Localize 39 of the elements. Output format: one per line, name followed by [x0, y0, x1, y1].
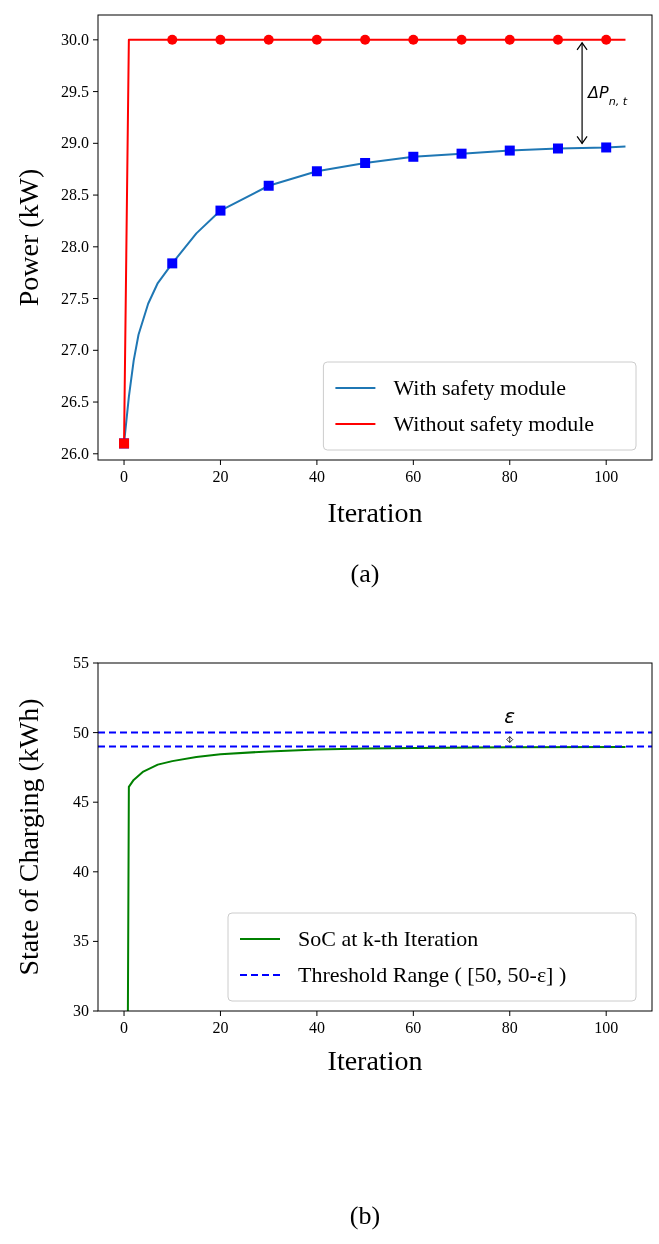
y-tick-label: 28.0	[61, 237, 89, 255]
annotation: ΔP$_{n, t}$	[586, 82, 628, 108]
x-tick-label: 40	[308, 468, 325, 485]
legend-label: SoC at k-th Iteration	[298, 926, 479, 951]
x-tick-label: 100	[594, 468, 619, 485]
x-tick-label: 60	[405, 468, 422, 485]
y-tick-label: 30.0	[61, 30, 89, 48]
x-axis-title: Iteration	[327, 497, 423, 528]
y-tick-label: 26.5	[61, 393, 89, 411]
y-tick-label: 30	[73, 1002, 89, 1019]
y-tick-label: 55	[73, 654, 89, 671]
x-axis-title: Iteration	[327, 1045, 423, 1076]
y-tick-label: 27.5	[61, 289, 89, 307]
y-tick-label: 45	[73, 793, 89, 811]
y-tick-label: 27.0	[61, 341, 89, 359]
y-tick-label: 28.5	[61, 186, 89, 204]
legend-label: With safety module	[393, 375, 567, 400]
x-tick-label: 100	[594, 1019, 619, 1036]
annotation: ε	[504, 703, 516, 728]
legend-label: Threshold Range ( [50, 50-ε] )	[298, 962, 567, 987]
y-tick-label: 40	[73, 862, 89, 880]
x-tick-label: 20	[212, 468, 229, 485]
y-tick-label: 50	[73, 723, 89, 741]
text: (a)	[350, 559, 380, 588]
x-tick-label: 40	[308, 1019, 325, 1036]
y-tick-label: 29.5	[61, 82, 89, 100]
text: (b)	[349, 1201, 381, 1230]
x-tick-label: 0	[120, 1019, 129, 1036]
y-tick-label: 35	[73, 932, 89, 950]
x-tick-label: 80	[501, 1019, 518, 1036]
y-axis-title: Power (kW)	[13, 168, 44, 307]
y-tick-label: 26.0	[61, 444, 89, 462]
y-tick-label: 29.0	[61, 134, 89, 152]
legend-label: Without safety module	[393, 411, 595, 436]
x-tick-label: 80	[501, 468, 518, 485]
x-tick-label: 60	[405, 1019, 422, 1036]
x-tick-label: 20	[212, 1019, 229, 1036]
x-tick-label: 0	[120, 468, 129, 485]
y-axis-title: State of Charging (kWh)	[13, 698, 44, 976]
